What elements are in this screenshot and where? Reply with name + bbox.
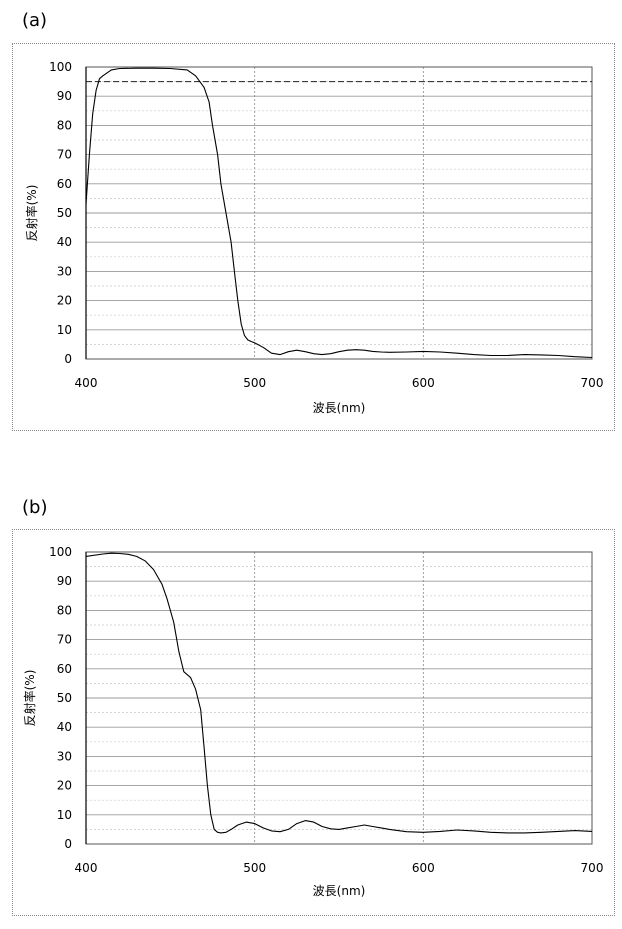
chart-b-y-axis-title: 反射率(%) — [22, 670, 37, 727]
chart-b-y-tick-label: 40 — [57, 720, 72, 734]
chart-b-y-tick-label: 50 — [57, 691, 72, 705]
chart-b-x-tick-label: 500 — [243, 861, 266, 875]
chart-b-y-tick-label: 90 — [57, 574, 72, 588]
chart-b-y-tick-label: 70 — [57, 633, 72, 647]
chart-b-y-tick-label: 0 — [64, 837, 72, 851]
chart-b-y-tick-label: 10 — [57, 808, 72, 822]
chart-b-y-tick-label: 80 — [57, 603, 72, 617]
chart-b-series-line-reflectance — [86, 553, 592, 833]
chart-b: 0 10 20 30 40 50 60 70 80 90 100 400 500 600 700 波長(nm)… — [0, 0, 622, 929]
chart-b-x-tick-label: 700 — [581, 861, 604, 875]
chart-b-x-tick-label: 400 — [75, 861, 98, 875]
chart-b-y-tick-label: 30 — [57, 749, 72, 763]
chart-b-x-tick-label: 600 — [412, 861, 435, 875]
chart-b-y-tick-label: 100 — [49, 545, 72, 559]
chart-b-x-axis-title: 波長(nm) — [313, 884, 366, 898]
chart-b-y-tick-label: 60 — [57, 662, 72, 676]
chart-b-y-tick-label: 20 — [57, 779, 72, 793]
